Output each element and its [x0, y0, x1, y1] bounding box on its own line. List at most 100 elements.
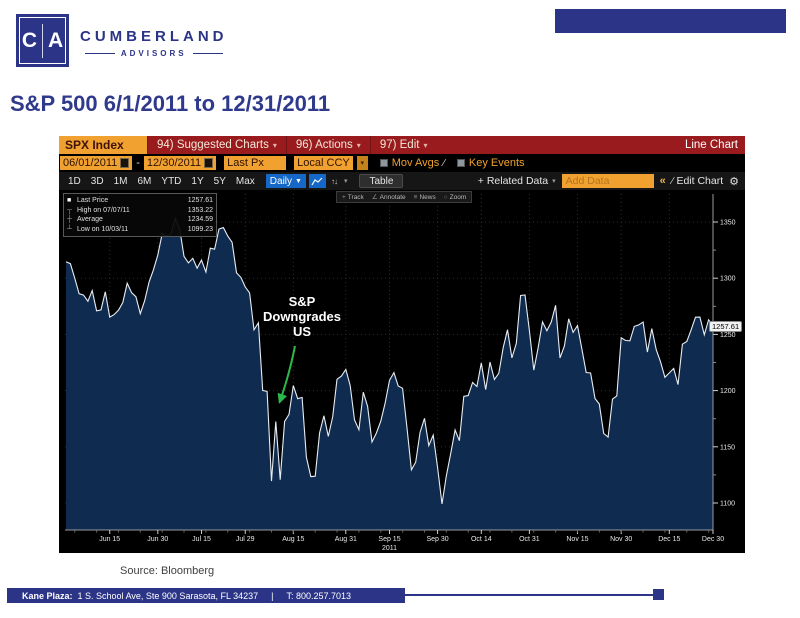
range-button-1d[interactable]: 1D [68, 175, 81, 187]
dropdown-arrow-icon: ▾ [356, 140, 361, 150]
chart-tool-annotate[interactable]: ∠ Annotate [371, 193, 406, 202]
date-to-field[interactable]: 12/30/2011 [143, 156, 217, 170]
key-events-checkbox[interactable] [456, 159, 465, 167]
zoom-icon: ○ [443, 193, 448, 201]
calendar-icon[interactable] [204, 158, 214, 168]
legend-label: High on 07/07/11 [77, 206, 130, 214]
date-from-field[interactable]: 06/01/2011 [60, 156, 133, 170]
currency-select[interactable]: Local CCY [294, 156, 353, 170]
logo-divider [42, 23, 43, 58]
menu-94-suggested-charts[interactable]: 94) Suggested Charts ▾ [147, 136, 286, 154]
period-dropdown-arrow-icon: ▼ [295, 177, 302, 185]
menu-96-actions[interactable]: 96) Actions ▾ [285, 136, 370, 154]
title-bar-menus: 94) Suggested Charts ▾ 96) Actions ▾ 97) Edi… [147, 136, 436, 154]
svg-text:Nov 15: Nov 15 [566, 536, 588, 543]
key-events-label[interactable]: Key Events [468, 157, 525, 169]
legend-row-low-on-10-03-11: ┴ Low on 10/03/11 1099.23 [67, 225, 213, 235]
svg-text:Aug 31: Aug 31 [335, 536, 357, 543]
line-chart-icon[interactable] [308, 174, 326, 188]
date-range-separator: - [136, 157, 140, 169]
range-button-5y[interactable]: 5Y [213, 175, 226, 187]
mov-avgs-checkbox[interactable] [379, 159, 388, 167]
range-button-3d[interactable]: 3D [90, 175, 104, 187]
svg-text:Oct 14: Oct 14 [471, 536, 492, 543]
currency-dropdown-arrow-icon[interactable]: ▾ [356, 156, 368, 170]
legend-row-high-on-07-07-11: ┬ High on 07/07/11 1353.22 [67, 206, 213, 216]
annotation-line: S&P [288, 294, 316, 309]
edit-chart-button[interactable]: ∕ Edit Chart [672, 175, 723, 187]
annotation-line: Downgrades [262, 309, 341, 324]
calendar-icon[interactable] [120, 158, 130, 168]
svg-text:Sep 30: Sep 30 [426, 536, 448, 543]
date-from-value: 06/01/2011 [63, 157, 118, 169]
more-options-arrow-icon[interactable]: ▾ [343, 178, 348, 185]
brand-subtitle: ADVISORS [80, 49, 228, 58]
svg-text:2011: 2011 [382, 545, 397, 552]
dropdown-arrow-icon: ▾ [272, 140, 277, 150]
last-price-badge: 1257.61 [709, 321, 743, 332]
chart-tool-zoom[interactable]: ○ Zoom [443, 193, 467, 201]
menu-97-edit[interactable]: 97) Edit ▾ [369, 136, 437, 154]
sort-arrows-icon[interactable]: ↑↓ [330, 176, 338, 186]
range-button-ytd[interactable]: YTD [161, 175, 182, 187]
annotation-line: US [292, 324, 312, 339]
legend-value: 1234.59 [187, 216, 213, 224]
toolbar-right-group: + Related Data ▾ Add Data « ∕ Edit Chart… [478, 174, 741, 188]
chart-tool-news[interactable]: ≡ News [413, 193, 436, 201]
ticker-box[interactable]: SPX Index [59, 136, 147, 154]
annotate-icon: ∠ [371, 194, 378, 201]
annotation-arrow [277, 345, 296, 404]
area-series [66, 218, 713, 530]
chart-legend: ■ Last Price 1257.61 ┬ High on 07/07/11 1353.… [63, 193, 217, 237]
low-marker-icon: ┴ [67, 225, 72, 233]
range-button-1y[interactable]: 1Y [191, 175, 204, 187]
svg-text:Oct 31: Oct 31 [519, 536, 540, 543]
cumberland-logo: C A [16, 14, 69, 67]
mov-avgs-pencil-icon[interactable]: ∕ [443, 157, 445, 169]
footer-phone: T: 800.257.7013 [286, 590, 352, 601]
brand-rule-right [192, 53, 223, 54]
bloomberg-terminal: SPX Index 94) Suggested Charts ▾ 96) Actio… [59, 136, 745, 553]
chart-tool-track[interactable]: + Track [342, 193, 364, 201]
add-data-input[interactable]: Add Data [561, 174, 654, 188]
brand-rule-left [84, 53, 115, 54]
collapse-panel-button[interactable]: « [659, 175, 666, 187]
legend-row-average: ┼ Average 1234.59 [67, 215, 213, 225]
related-data-arrow-icon: ▾ [552, 178, 556, 185]
footer-separator: | [271, 590, 274, 601]
legend-label: Last Price [77, 197, 109, 205]
chart-area[interactable]: 1350 1300 1250 1200 1150 1100 Jun 15 Jun 30 Jul … [59, 190, 745, 553]
legend-value: 1257.61 [187, 197, 213, 205]
price-chart[interactable]: 1350 1300 1250 1200 1150 1100 Jun 15 Jun 30 Jul … [59, 190, 745, 553]
terminal-settings-bar: 06/01/2011 - 12/30/2011 Last Px Local CC… [59, 154, 745, 172]
brand-block: CUMBERLAND ADVISORS [80, 28, 228, 58]
avg-marker-icon: ┼ [67, 216, 72, 224]
table-button[interactable]: Table [359, 174, 404, 188]
news-icon: ≡ [413, 193, 418, 201]
svg-text:1150: 1150 [720, 444, 735, 451]
price-field-select[interactable]: Last Px [224, 156, 287, 170]
footer-rule [405, 594, 655, 596]
settings-gear-icon[interactable]: ⚙ [729, 175, 739, 188]
logo-frame: C A [19, 17, 66, 64]
svg-text:1100: 1100 [720, 501, 735, 508]
chart-tools-bar: + Track ∠ Annotate ≡ News ○ Zoom [336, 191, 473, 203]
range-button-6m[interactable]: 6M [137, 175, 152, 187]
svg-text:Nov 30: Nov 30 [610, 536, 632, 543]
square-marker-icon: ■ [67, 197, 72, 205]
dropdown-arrow-icon: ▾ [423, 140, 428, 150]
range-button-max[interactable]: Max [235, 175, 255, 187]
legend-value: 1353.22 [187, 206, 213, 214]
svg-text:Jun 30: Jun 30 [147, 536, 168, 543]
range-button-1m[interactable]: 1M [113, 175, 128, 187]
footer-rule-end-square [653, 589, 664, 600]
footer-address: 1 S. School Ave, Ste 900 Sarasota, FL 34… [77, 590, 259, 601]
header-accent-bar [555, 9, 786, 33]
period-value: Daily [269, 175, 293, 187]
related-data-button[interactable]: + Related Data ▾ [478, 175, 556, 187]
mov-avgs-label[interactable]: Mov Avgs [391, 157, 440, 169]
related-data-label: + Related Data [477, 175, 549, 187]
logo-letter-a: A [48, 28, 64, 52]
source-caption: Source: Bloomberg [120, 565, 215, 577]
period-select[interactable]: Daily ▼ [265, 174, 306, 188]
